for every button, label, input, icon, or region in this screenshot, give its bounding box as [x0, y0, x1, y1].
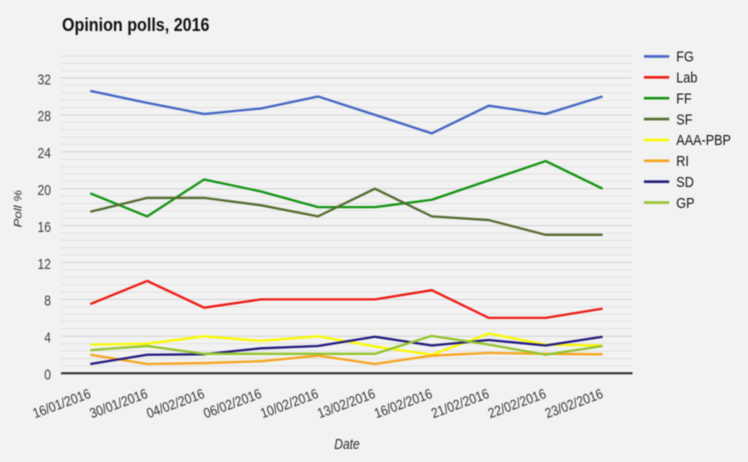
svg-text:Poll %: Poll % [12, 190, 25, 228]
svg-text:0: 0 [44, 366, 51, 382]
svg-text:24: 24 [38, 145, 52, 161]
svg-text:RI: RI [676, 152, 689, 169]
svg-text:GP: GP [676, 194, 694, 211]
svg-text:Opinion polls, 2016: Opinion polls, 2016 [62, 14, 210, 35]
svg-text:4: 4 [44, 330, 51, 346]
svg-text:AAA-PBP: AAA-PBP [676, 131, 731, 148]
svg-text:Lab: Lab [676, 68, 697, 85]
svg-text:16: 16 [38, 219, 51, 235]
svg-text:FG: FG [676, 47, 694, 64]
svg-text:8: 8 [44, 293, 51, 309]
svg-text:32: 32 [38, 71, 51, 87]
svg-text:FF: FF [676, 89, 691, 106]
svg-text:SD: SD [676, 173, 694, 190]
svg-text:Date: Date [334, 436, 359, 452]
svg-text:SF: SF [676, 110, 692, 127]
svg-text:20: 20 [38, 182, 51, 198]
svg-text:28: 28 [38, 108, 51, 124]
svg-text:12: 12 [38, 256, 51, 272]
